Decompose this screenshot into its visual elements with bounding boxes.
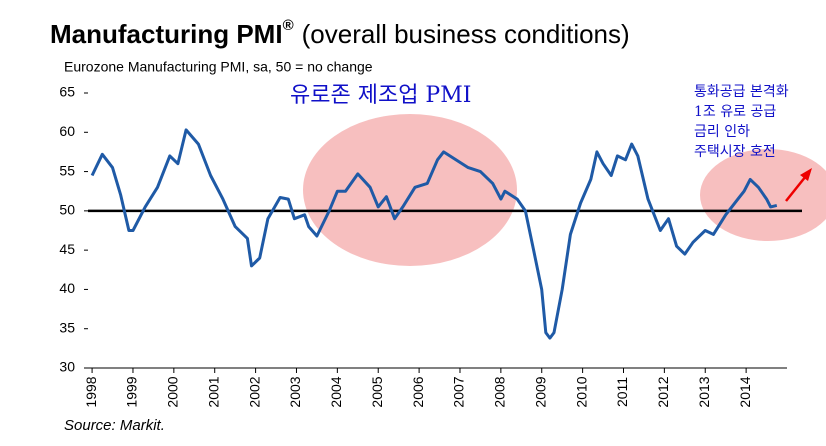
x-tick-label: 2005	[369, 376, 385, 407]
annotation: 금리 인하	[694, 124, 750, 140]
x-tick-label: 2008	[492, 376, 508, 407]
annotation: 통화공급 본격화	[694, 84, 789, 100]
y-tick-label: 50	[59, 202, 75, 218]
x-tick-label: 1999	[124, 376, 140, 407]
chart-title: Manufacturing PMI® (overall business cond…	[50, 17, 630, 49]
x-tick-label: 2004	[328, 376, 344, 407]
arrow-head	[800, 168, 812, 181]
x-tick-label: 2012	[655, 376, 671, 407]
y-tick-label: 60	[59, 123, 75, 139]
x-tick-label: 2013	[696, 376, 712, 407]
annotation: 주택시장 호전	[694, 144, 776, 160]
annotation: 1조 유로 공급	[694, 104, 776, 120]
x-tick-label: 1998	[83, 376, 99, 407]
x-tick-label: 2010	[573, 376, 589, 407]
x-tick-label: 2014	[737, 376, 753, 407]
y-tick-label: 65	[59, 84, 75, 100]
x-tick-label: 2006	[410, 376, 426, 407]
y-tick-label: 35	[59, 319, 75, 335]
x-tick-label: 2001	[205, 376, 221, 407]
x-tick-label: 2002	[246, 376, 262, 407]
source: Source: Markit.	[64, 417, 165, 434]
pmi-line	[90, 128, 778, 340]
y-tick-label: 45	[59, 241, 75, 257]
y-tick-label: 55	[59, 162, 75, 178]
y-tick-label: 40	[59, 280, 75, 296]
x-tick-label: 2000	[165, 376, 181, 407]
annotation: 유로존 제조업 PMI	[290, 83, 471, 108]
x-tick-label: 2011	[614, 377, 630, 407]
highlight-ellipse	[303, 114, 517, 266]
x-tick-label: 2009	[532, 376, 548, 407]
y-tick-label: 30	[59, 359, 75, 375]
arrow	[785, 175, 807, 202]
chart-subtitle: Eurozone Manufacturing PMI, sa, 50 = no …	[64, 59, 373, 75]
x-tick-label: 2003	[287, 376, 303, 407]
x-tick-label: 2007	[451, 376, 467, 407]
